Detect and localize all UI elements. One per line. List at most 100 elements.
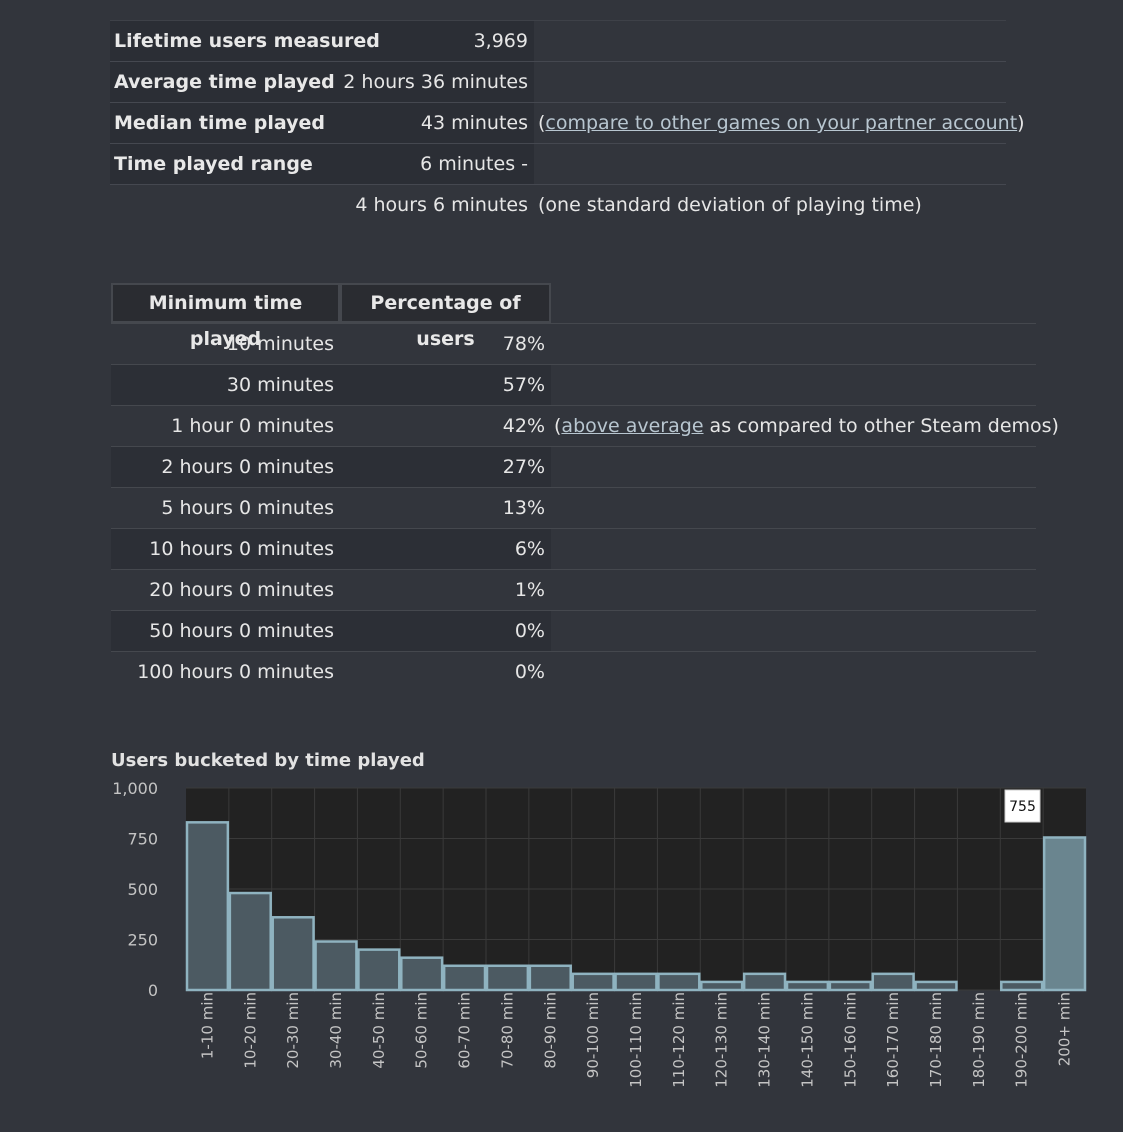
x-tick-label: 180-190 min [970, 992, 988, 1088]
row-min-time: 50 hours 0 minutes [149, 620, 334, 642]
y-tick-label: 0 [148, 981, 158, 1000]
note-suffix: ) [1017, 112, 1025, 134]
table-row: 100 hours 0 minutes 0% [111, 651, 1036, 692]
table-row: 10 hours 0 minutes 6% [111, 528, 1036, 569]
summary-value: 4 hours 6 minutes [355, 194, 528, 216]
bar [785, 980, 830, 992]
summary-value: 3,969 [473, 30, 528, 52]
row-percentage: 0% [514, 620, 545, 642]
bar [700, 980, 744, 992]
minimum-time-table: Minimum time played Percentage of users … [111, 283, 1059, 692]
x-tick-label: 190-200 min [1013, 992, 1031, 1088]
row-percentage: 13% [502, 497, 545, 519]
summary-note: (compare to other games on your partner … [538, 103, 1025, 143]
table-row: 50 hours 0 minutes 0% [111, 610, 1036, 651]
table-row: 5 hours 0 minutes 13% [111, 487, 1036, 528]
table-row: 10 minutes 78% [111, 323, 1036, 364]
bar [828, 980, 872, 992]
y-tick-label: 250 [127, 931, 158, 950]
summary-note: (one standard deviation of playing time) [538, 194, 922, 216]
above-average-link[interactable]: above average [561, 415, 704, 437]
bar [314, 940, 358, 992]
note-prefix: ( [554, 415, 562, 437]
x-tick-label: 140-150 min [798, 992, 816, 1088]
summary-row: Lifetime users measured 3,969 [110, 20, 1006, 61]
bar [657, 972, 701, 992]
x-tick-label: 1-10 min [198, 992, 216, 1059]
x-tick-label: 30-40 min [327, 992, 345, 1069]
bar [185, 821, 230, 992]
tooltip-value: 755 [1009, 799, 1036, 815]
y-tick-label: 500 [127, 880, 158, 899]
bar [742, 972, 787, 992]
summary-row: Time played range 6 minutes - [110, 143, 1006, 184]
table-row: 1 hour 0 minutes 42% (above average as com… [111, 405, 1059, 446]
x-tick-label: 90-100 min [584, 992, 602, 1078]
x-tick-label: 130-140 min [756, 992, 774, 1088]
x-tick-label: 110-120 min [670, 992, 688, 1088]
x-tick-label: 170-180 min [927, 992, 945, 1088]
y-tick-label: 1,000 [112, 779, 158, 798]
summary-label: Average time played [114, 71, 335, 93]
bar [1000, 980, 1044, 992]
playtime-summary-table: Lifetime users measured 3,969 Average ti… [110, 20, 1025, 225]
bar [914, 980, 958, 992]
note-prefix: ( [538, 112, 546, 134]
bar [400, 956, 444, 992]
x-tick-label: 40-50 min [370, 992, 388, 1069]
row-min-time: 30 minutes [226, 374, 334, 396]
row-min-time: 20 hours 0 minutes [149, 579, 334, 601]
y-tick-label: 750 [127, 830, 158, 849]
summary-value: 6 minutes - [420, 153, 528, 175]
summary-label: Time played range [114, 153, 313, 175]
bar [571, 972, 615, 992]
summary-row: 4 hours 6 minutes (one standard deviatio… [110, 184, 1006, 225]
x-tick-label: 120-130 min [713, 992, 731, 1088]
row-min-time: 100 hours 0 minutes [137, 661, 334, 683]
row-percentage: 6% [514, 538, 545, 560]
row-min-time: 10 hours 0 minutes [149, 538, 334, 560]
x-tick-label: 20-30 min [284, 992, 302, 1069]
x-tick-label: 60-70 min [456, 992, 474, 1069]
header-percentage: Percentage of users [340, 283, 551, 350]
row-percentage: 1% [514, 579, 545, 601]
x-tick-label: 70-80 min [498, 992, 516, 1069]
bar [271, 916, 315, 992]
row-min-time: 2 hours 0 minutes [161, 456, 334, 478]
note-suffix: as compared to other Steam demos) [703, 415, 1059, 437]
summary-row: Median time played 43 minutes (compare t… [110, 102, 1025, 143]
summary-row: Average time played 2 hours 36 minutes [110, 61, 1006, 102]
x-tick-label: 160-170 min [884, 992, 902, 1088]
bar [485, 964, 530, 992]
table-row: 30 minutes 57% [111, 364, 1036, 405]
chart-title: Users bucketed by time played [111, 750, 425, 771]
summary-label: Lifetime users measured [114, 30, 380, 52]
row-percentage: 57% [502, 374, 545, 396]
row-min-time: 5 hours 0 minutes [161, 497, 334, 519]
bar [871, 972, 915, 992]
bar [357, 948, 401, 992]
summary-label: Median time played [114, 112, 325, 134]
x-tick-label: 100-110 min [627, 992, 645, 1088]
bar [442, 964, 487, 992]
row-percentage: 42% [502, 415, 545, 437]
x-tick-label: 10-20 min [241, 992, 259, 1069]
compare-games-link[interactable]: compare to other games on your partner a… [545, 112, 1018, 134]
bar [614, 972, 658, 992]
bar [1042, 836, 1087, 992]
x-tick-label: 150-160 min [841, 992, 859, 1088]
row-min-time: 10 minutes [226, 333, 334, 355]
bar [528, 964, 572, 992]
row-note: (above average as compared to other Stea… [554, 406, 1059, 446]
x-tick-label: 200+ min [1056, 992, 1074, 1066]
row-min-time: 1 hour 0 minutes [171, 415, 334, 437]
header-minimum-time: Minimum time played [111, 283, 340, 350]
table-header: Minimum time played Percentage of users [111, 283, 1036, 350]
row-percentage: 27% [502, 456, 545, 478]
row-percentage: 78% [502, 333, 545, 355]
tooltip-box [1004, 789, 1041, 823]
x-tick-label: 50-60 min [413, 992, 431, 1069]
bar [228, 891, 272, 992]
